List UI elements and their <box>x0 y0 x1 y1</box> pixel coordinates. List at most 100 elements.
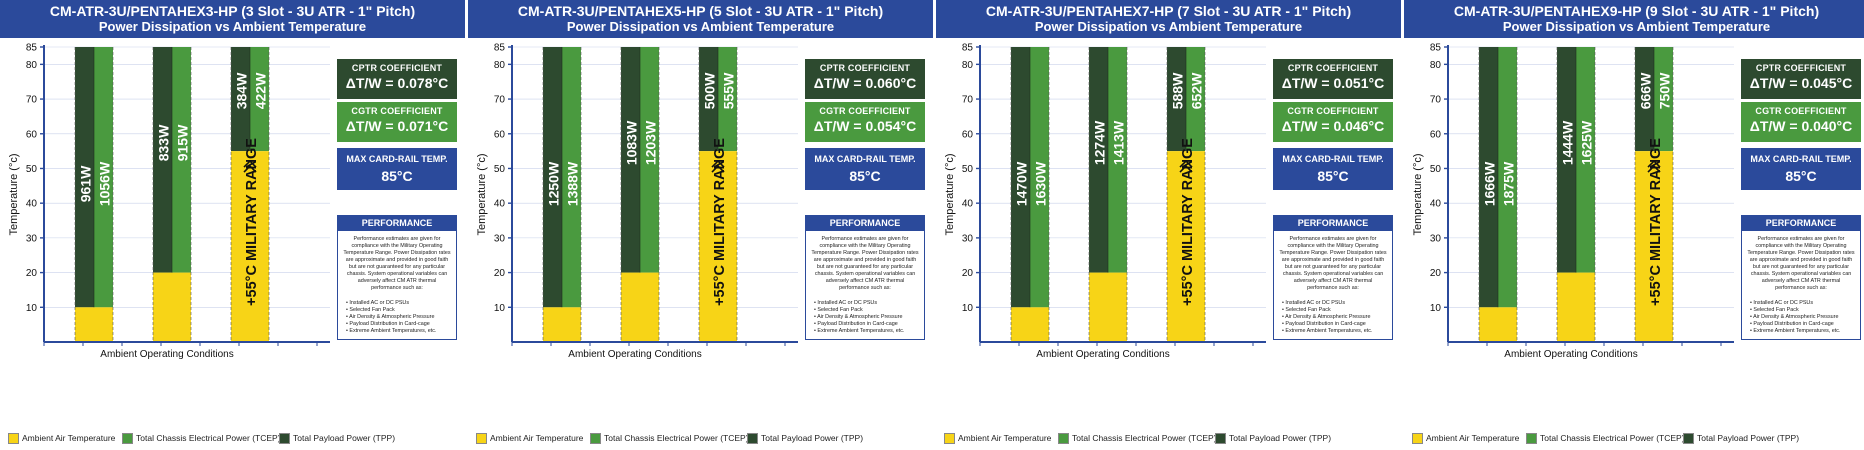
max-card-rail-box: MAX CARD-RAIL TEMP. 85°C <box>1741 148 1861 190</box>
ambient-bar <box>699 151 737 342</box>
performance-bullet: Selected Fan Pack <box>1750 307 1856 314</box>
military-range-label: +55°C MILITARY RANGE <box>1180 138 1196 306</box>
legend-swatch-ambient <box>1412 433 1423 444</box>
y-tick-label: 40 <box>962 199 974 210</box>
chart-title: CM-ATR-3U/PENTAHEX9-HP (9 Slot - 3U ATR … <box>1453 3 1820 19</box>
performance-title: PERFORMANCE <box>1274 216 1392 231</box>
tcep-value-label: 1630W <box>1033 161 1049 206</box>
max-card-rail-box: MAX CARD-RAIL TEMP. 85°C <box>337 148 457 190</box>
y-tick-label: 80 <box>962 60 974 71</box>
tcep-bar <box>250 47 269 152</box>
cptr-value: ΔT/W = 0.045°C <box>1749 75 1853 91</box>
tcep-bar <box>1654 47 1673 152</box>
x-axis-label: Ambient Operating Conditions <box>1036 349 1169 360</box>
y-tick-label: 50 <box>494 164 506 175</box>
tpp-value-label: 1250W <box>546 161 562 206</box>
y-tick-label: 80 <box>1430 60 1442 71</box>
chart-panel: CM-ATR-3U/PENTAHEX9-HP (9 Slot - 3U ATR … <box>1404 0 1864 450</box>
max-card-rail-value: 85°C <box>381 168 413 184</box>
ambient-bar <box>543 307 581 342</box>
legend-swatch-tpp <box>1215 433 1226 444</box>
cptr-title: CPTR COEFFICIENT <box>1755 63 1847 73</box>
performance-title: PERFORMANCE <box>806 216 924 231</box>
panel-header: CM-ATR-3U/PENTAHEX7-HP (7 Slot - 3U ATR … <box>936 0 1401 38</box>
max-card-rail-value: 85°C <box>1317 168 1349 184</box>
performance-box: PERFORMANCE Performance estimates are giv… <box>337 215 457 340</box>
performance-bullet: Selected Fan Pack <box>1282 307 1388 314</box>
legend-label-tpp: Total Payload Power (TPP) <box>1697 433 1800 443</box>
up-arrow-icon <box>1179 164 1193 173</box>
x-axis-label: Ambient Operating Conditions <box>100 349 233 360</box>
ambient-bar <box>75 307 113 342</box>
y-tick-label: 20 <box>26 268 38 279</box>
performance-box: PERFORMANCE Performance estimates are giv… <box>805 215 925 340</box>
cgtr-title: CGTR COEFFICIENT <box>351 106 443 116</box>
y-tick-label: 30 <box>962 233 974 244</box>
performance-title: PERFORMANCE <box>338 216 456 231</box>
tcep-bar <box>640 47 659 273</box>
legend-label-tpp: Total Payload Power (TPP) <box>293 433 396 443</box>
tcep-value-label: 915W <box>175 124 191 161</box>
cptr-title: CPTR COEFFICIENT <box>1287 63 1379 73</box>
y-tick-label: 60 <box>26 129 38 140</box>
up-arrow-icon <box>243 159 257 168</box>
cptr-title: CPTR COEFFICIENT <box>819 63 911 73</box>
performance-title: PERFORMANCE <box>1742 216 1860 231</box>
performance-box: PERFORMANCE Performance estimates are giv… <box>1741 215 1861 340</box>
y-tick-label: 20 <box>962 268 974 279</box>
max-card-rail-title: MAX CARD-RAIL TEMP. <box>814 154 916 164</box>
max-card-rail-box: MAX CARD-RAIL TEMP. 85°C <box>1273 148 1393 190</box>
cgtr-coefficient-box: CGTR COEFFICIENT ΔT/W = 0.046°C <box>1273 102 1393 142</box>
y-tick-label: 70 <box>1430 95 1442 106</box>
cptr-coefficient-box: CPTR COEFFICIENT ΔT/W = 0.051°C <box>1273 59 1393 99</box>
performance-text: Performance estimates are given for comp… <box>1279 236 1387 291</box>
tpp-bar <box>699 47 718 152</box>
x-axis-label: Ambient Operating Conditions <box>1504 349 1637 360</box>
chart-subtitle: Power Dissipation vs Ambient Temperature <box>98 19 367 34</box>
legend-label-tpp: Total Payload Power (TPP) <box>761 433 864 443</box>
tpp-value-label: 1274W <box>1092 120 1108 165</box>
tcep-value-label: 1625W <box>1579 120 1595 165</box>
performance-bullet: Air Density & Atmospheric Pressure <box>1750 314 1856 321</box>
tpp-bar <box>1167 47 1186 152</box>
y-tick-label: 50 <box>962 164 974 175</box>
y-tick-label: 10 <box>1430 303 1442 314</box>
tpp-value-label: 666W <box>1638 72 1654 109</box>
up-arrow-icon <box>711 164 725 173</box>
tcep-value-label: 1056W <box>97 161 113 206</box>
chart-panel: CM-ATR-3U/PENTAHEX5-HP (5 Slot - 3U ATR … <box>468 0 933 450</box>
y-tick-label: 70 <box>26 95 38 106</box>
performance-list: Installed AC or DC PSUsSelected Fan Pack… <box>814 300 920 335</box>
y-tick-label: 20 <box>1430 268 1442 279</box>
legend-swatch-tpp <box>1683 433 1694 444</box>
cgtr-value: ΔT/W = 0.046°C <box>1281 118 1385 134</box>
tpp-bar <box>1479 47 1498 308</box>
ambient-bar <box>1089 272 1127 342</box>
chart-title: CM-ATR-3U/PENTAHEX5-HP (5 Slot - 3U ATR … <box>517 3 884 19</box>
max-card-rail-value: 85°C <box>849 168 881 184</box>
legend-label-tcep: Total Chassis Electrical Power (TCEP) <box>1072 433 1217 443</box>
tpp-value-label: 833W <box>156 124 172 161</box>
cptr-coefficient-box: CPTR COEFFICIENT ΔT/W = 0.078°C <box>337 59 457 99</box>
up-arrow-icon <box>243 164 257 173</box>
cgtr-coefficient-box: CGTR COEFFICIENT ΔT/W = 0.071°C <box>337 102 457 142</box>
tcep-bar <box>1498 47 1517 308</box>
performance-bullet: Extreme Ambient Temperatures, etc. <box>1282 328 1388 335</box>
tcep-value-label: 1388W <box>565 161 581 206</box>
tcep-value-label: 1203W <box>643 120 659 165</box>
ambient-bar <box>231 151 269 342</box>
performance-bullet: Payload Distribution in Card-cage <box>346 321 452 328</box>
panel-header: CM-ATR-3U/PENTAHEX3-HP (3 Slot - 3U ATR … <box>0 0 465 38</box>
tcep-value-label: 1413W <box>1111 120 1127 165</box>
y-tick-label: 40 <box>26 199 38 210</box>
up-arrow-icon <box>1647 159 1661 168</box>
y-axis-label: Temperature (°c) <box>944 153 956 235</box>
performance-list: Installed AC or DC PSUsSelected Fan Pack… <box>346 300 452 335</box>
tcep-bar <box>1108 47 1127 273</box>
chart-title: CM-ATR-3U/PENTAHEX7-HP (7 Slot - 3U ATR … <box>985 3 1352 19</box>
max-card-rail-box: MAX CARD-RAIL TEMP. 85°C <box>805 148 925 190</box>
y-tick-label: 30 <box>1430 233 1442 244</box>
y-tick-label: 50 <box>26 164 38 175</box>
cptr-title: CPTR COEFFICIENT <box>351 63 443 73</box>
